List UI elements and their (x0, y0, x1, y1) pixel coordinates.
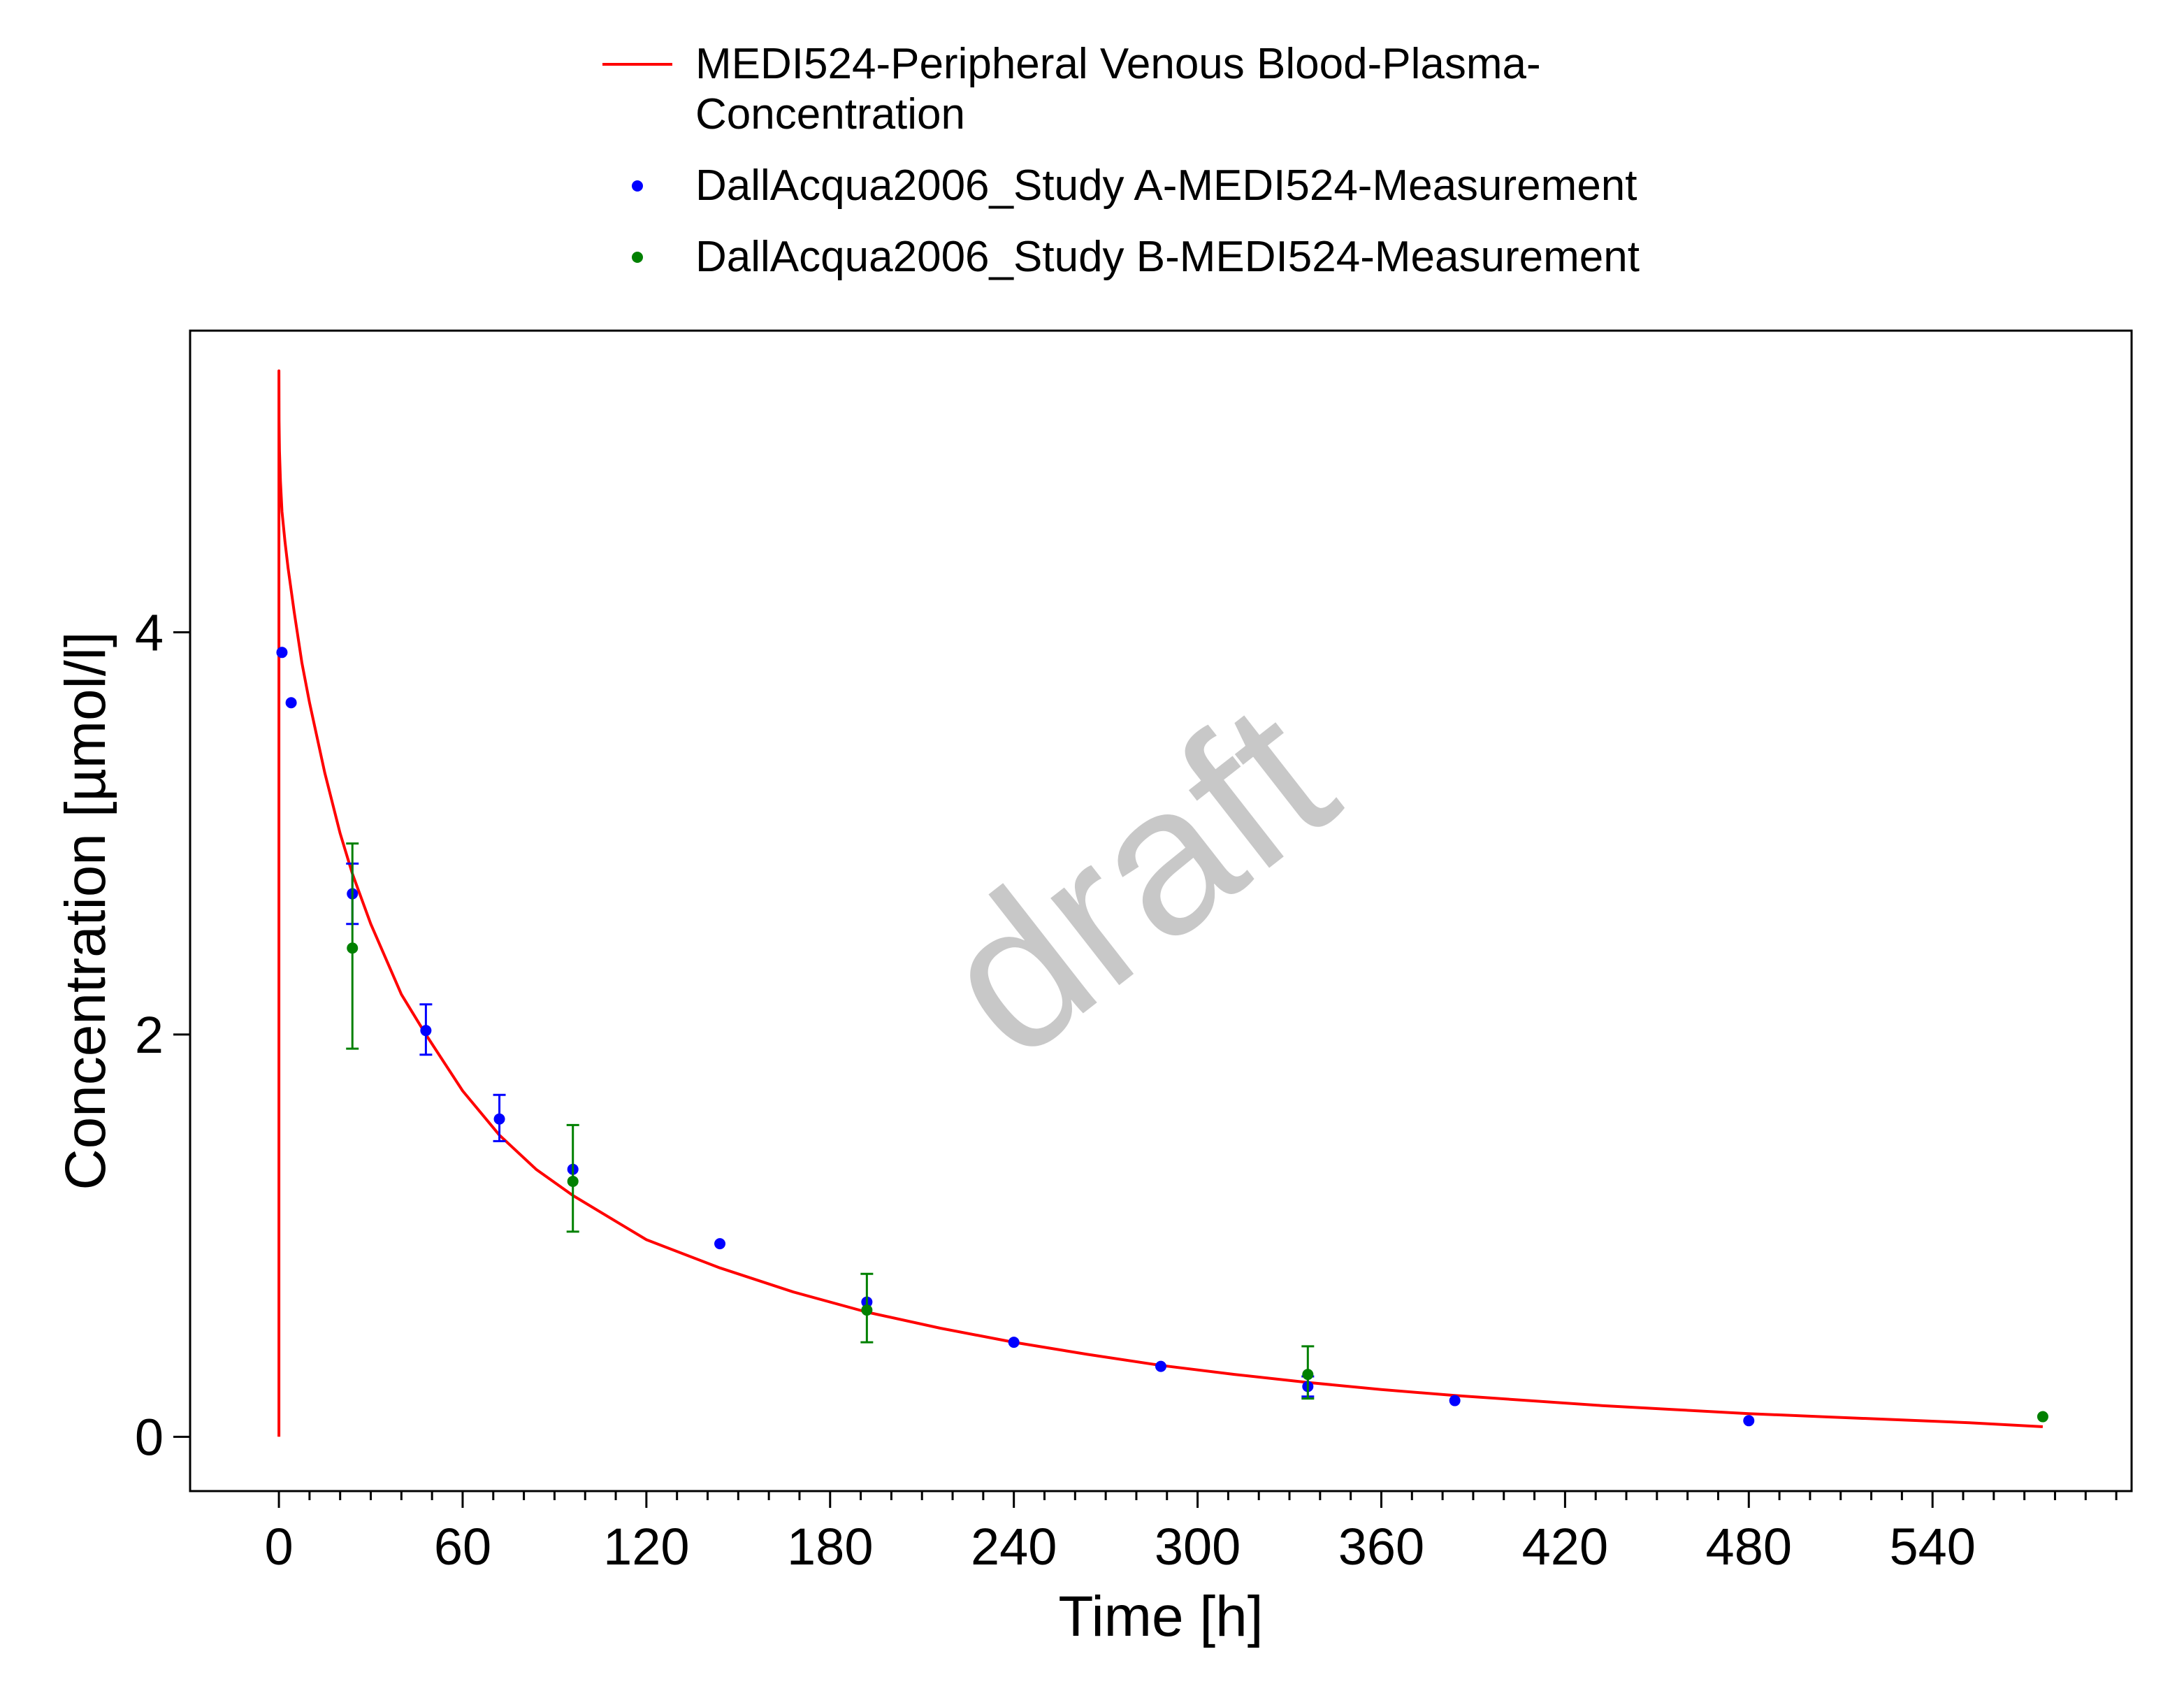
x-axis: 0 60 120 180 240 300 360 420 480 540 (264, 1491, 2118, 1576)
watermark: draft (899, 657, 1375, 1101)
legend-label: DallAcqua2006_Study A-MEDI524-Measuremen… (695, 161, 1637, 210)
y-tick-label: 2 (135, 1006, 164, 1064)
legend-label: DallAcqua2006_Study B-MEDI524-Measuremen… (695, 233, 1640, 281)
data-point (714, 1238, 726, 1250)
x-tick-label: 300 (1155, 1518, 1241, 1576)
data-point (285, 697, 297, 709)
data-point (420, 1025, 432, 1037)
y-axis-title: Concentration [µmol/l] (54, 631, 117, 1190)
x-tick-label: 120 (603, 1518, 689, 1576)
data-point (276, 647, 288, 659)
legend-item: DallAcqua2006_Study B-MEDI524-Measuremen… (632, 233, 1640, 281)
x-tick-label: 420 (1522, 1518, 1608, 1576)
data-point (1008, 1337, 1020, 1348)
data-point (567, 1175, 579, 1187)
legend-item: MEDI524-Peripheral Venous Blood-Plasma-C… (602, 40, 1541, 138)
legend-item: DallAcqua2006_Study A-MEDI524-Measuremen… (632, 161, 1637, 210)
legend-point-swatch (632, 180, 643, 192)
x-tick-label: 480 (1706, 1518, 1792, 1576)
data-point (347, 942, 359, 954)
legend: MEDI524-Peripheral Venous Blood-Plasma-C… (602, 40, 1640, 281)
x-tick-label: 240 (971, 1518, 1057, 1576)
data-point (1743, 1415, 1755, 1427)
x-tick-label: 0 (264, 1518, 293, 1576)
y-tick-label: 0 (135, 1408, 164, 1466)
data-point (1449, 1395, 1461, 1406)
legend-label: Concentration (695, 90, 965, 138)
y-axis: 0 2 4 (135, 604, 190, 1466)
data-point (2037, 1411, 2048, 1423)
x-axis-title: Time [h] (1058, 1585, 1263, 1648)
data-point (861, 1304, 873, 1316)
data-point (1302, 1369, 1314, 1381)
x-tick-label: 60 (434, 1518, 491, 1576)
y-tick-label: 4 (135, 604, 164, 662)
legend-label: MEDI524-Peripheral Venous Blood-Plasma- (695, 40, 1541, 88)
data-point (1155, 1360, 1166, 1372)
legend-point-swatch (632, 252, 643, 263)
x-tick-label: 360 (1338, 1518, 1424, 1576)
series-layer (276, 369, 2048, 1437)
x-tick-label: 180 (787, 1518, 873, 1576)
data-point (493, 1113, 505, 1125)
plot-area (189, 329, 2133, 1492)
x-tick-label: 540 (1889, 1518, 1975, 1576)
watermark-layer: draft (899, 657, 1375, 1101)
